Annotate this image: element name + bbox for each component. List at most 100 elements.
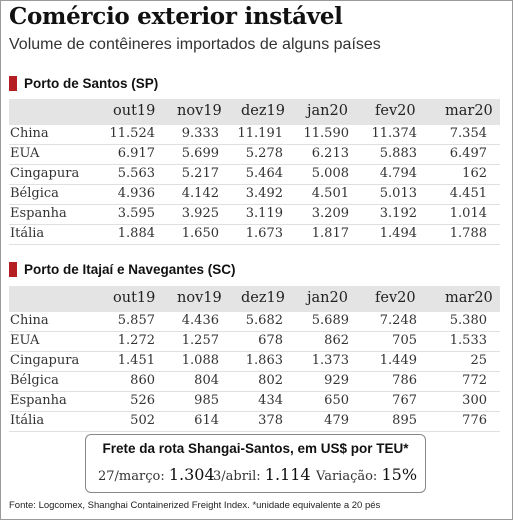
table-cell: 767 [392, 393, 417, 408]
table-cell: 5.689 [311, 313, 349, 328]
table-cell: 1.863 [245, 353, 283, 368]
section-marker-icon [9, 76, 17, 91]
table-cell: 1.494 [379, 226, 417, 241]
table-header-row: out19 nov19 dez19 jan20 fev20 mar20 [9, 99, 500, 125]
table-cell: 502 [130, 413, 155, 428]
table-cell: 5.682 [245, 313, 283, 328]
table-row: Espanha 526 985 434 650 767 300 [9, 392, 500, 412]
table-cell: 860 [130, 373, 155, 388]
table-cell: 804 [194, 373, 219, 388]
country-label: Bélgica [10, 373, 59, 388]
country-label: China [10, 313, 49, 328]
table-cell: 985 [194, 393, 219, 408]
table-cell: 1.817 [311, 226, 349, 241]
table-cell: 1.373 [311, 353, 349, 368]
column-header: jan20 [307, 290, 348, 306]
table-cell: 1.014 [449, 206, 487, 221]
country-label: Cingapura [10, 353, 80, 368]
table-row: Itália 502 614 378 479 895 776 [9, 412, 500, 432]
column-header: out19 [113, 103, 156, 119]
table-cell: 11.590 [303, 126, 350, 141]
table-cell: 6.213 [311, 146, 349, 161]
table-santos: out19 nov19 dez19 jan20 fev20 mar20 China 11.52… [9, 99, 500, 245]
country-label: Itália [10, 226, 45, 241]
table-cell: 4.451 [449, 186, 487, 201]
table-cell: 162 [462, 166, 487, 181]
table-cell: 929 [324, 373, 349, 388]
column-header: fev20 [375, 103, 416, 119]
column-header: nov19 [177, 290, 222, 306]
table-row: Bélgica 4.936 4.142 3.492 4.501 5.013 4.451 [9, 185, 500, 205]
table-cell: 5.380 [449, 313, 487, 328]
table-cell: 5.217 [181, 166, 219, 181]
section-title-itajai: Porto de Itajaí e Navegantes (SC) [24, 262, 236, 277]
table-cell: 1.088 [181, 353, 219, 368]
table-row: Itália 1.884 1.650 1.673 1.817 1.494 1.788 [9, 225, 500, 245]
table-cell: 378 [258, 413, 283, 428]
table-row: EUA 6.917 5.699 5.278 6.213 5.883 6.497 [9, 145, 500, 165]
column-header: nov19 [177, 103, 222, 119]
table-cell: 1.788 [449, 226, 487, 241]
section-header-santos: Porto de Santos (SP) [9, 76, 158, 91]
table-cell: 772 [462, 373, 487, 388]
table-cell: 786 [392, 373, 417, 388]
table-row: Bélgica 860 804 802 929 786 772 [9, 372, 500, 392]
table-cell: 3.492 [245, 186, 283, 201]
table-cell: 434 [258, 393, 283, 408]
freight-title: Frete da rota Shangai-Santos, em US$ por… [102, 441, 409, 456]
table-row: China 11.524 9.333 11.191 11.590 11.374 7.354 [9, 125, 500, 145]
table-cell: 614 [194, 413, 219, 428]
table-cell: 776 [462, 413, 487, 428]
column-header: mar20 [445, 290, 493, 306]
table-cell: 6.497 [449, 146, 487, 161]
table-cell: 25 [470, 353, 487, 368]
country-label: Itália [10, 413, 45, 428]
table-row: Cingapura 1.451 1.088 1.863 1.373 1.449 25 [9, 352, 500, 372]
table-header-row: out19 nov19 dez19 jan20 fev20 mar20 [9, 286, 500, 312]
section-title-santos: Porto de Santos (SP) [24, 76, 159, 91]
table-cell: 479 [324, 413, 349, 428]
table-cell: 4.794 [379, 166, 417, 181]
freight-label: Variação: [316, 469, 378, 484]
freight-box: Frete da rota Shangai-Santos, em US$ por… [85, 434, 426, 493]
table-cell: 1.451 [117, 353, 155, 368]
table-cell: 526 [130, 393, 155, 408]
table-row: Cingapura 5.563 5.217 5.464 5.008 4.794 162 [9, 165, 500, 185]
table-cell: 5.883 [379, 146, 417, 161]
table-row: EUA 1.272 1.257 678 862 705 1.533 [9, 332, 500, 352]
table-cell: 3.209 [311, 206, 349, 221]
table-cell: 3.119 [245, 206, 283, 221]
table-cell: 705 [392, 333, 417, 348]
table-cell: 4.436 [181, 313, 219, 328]
page-title: Comércio exterior instável [9, 3, 343, 30]
column-header: dez19 [241, 290, 285, 306]
table-cell: 3.925 [181, 206, 219, 221]
country-label: Espanha [10, 393, 67, 408]
table-cell: 4.936 [117, 186, 155, 201]
table-cell: 5.857 [117, 313, 155, 328]
table-cell: 5.278 [245, 146, 283, 161]
table-cell: 1.272 [117, 333, 155, 348]
column-header: jan20 [307, 103, 348, 119]
table-itajai: out19 nov19 dez19 jan20 fev20 mar20 China 5.857… [9, 286, 500, 432]
table-cell: 1.884 [117, 226, 155, 241]
country-label: Espanha [10, 206, 67, 221]
table-cell: 5.008 [311, 166, 349, 181]
table-cell: 1.449 [379, 353, 417, 368]
country-label: EUA [10, 333, 40, 348]
table-cell: 5.699 [181, 146, 219, 161]
table-cell: 5.013 [379, 186, 417, 201]
table-row: Espanha 3.595 3.925 3.119 3.209 3.192 1.014 [9, 205, 500, 225]
country-label: Cingapura [10, 166, 80, 181]
table-cell: 4.142 [181, 186, 219, 201]
table-cell: 5.563 [117, 166, 155, 181]
page-subtitle: Volume de contêineres importados de algu… [9, 36, 381, 53]
column-header: dez19 [241, 103, 285, 119]
table-cell: 802 [258, 373, 283, 388]
country-label: EUA [10, 146, 40, 161]
freight-value: 1.114 [264, 465, 311, 484]
table-cell: 1.257 [181, 333, 219, 348]
table-cell: 650 [324, 393, 349, 408]
table-cell: 7.354 [449, 126, 487, 141]
